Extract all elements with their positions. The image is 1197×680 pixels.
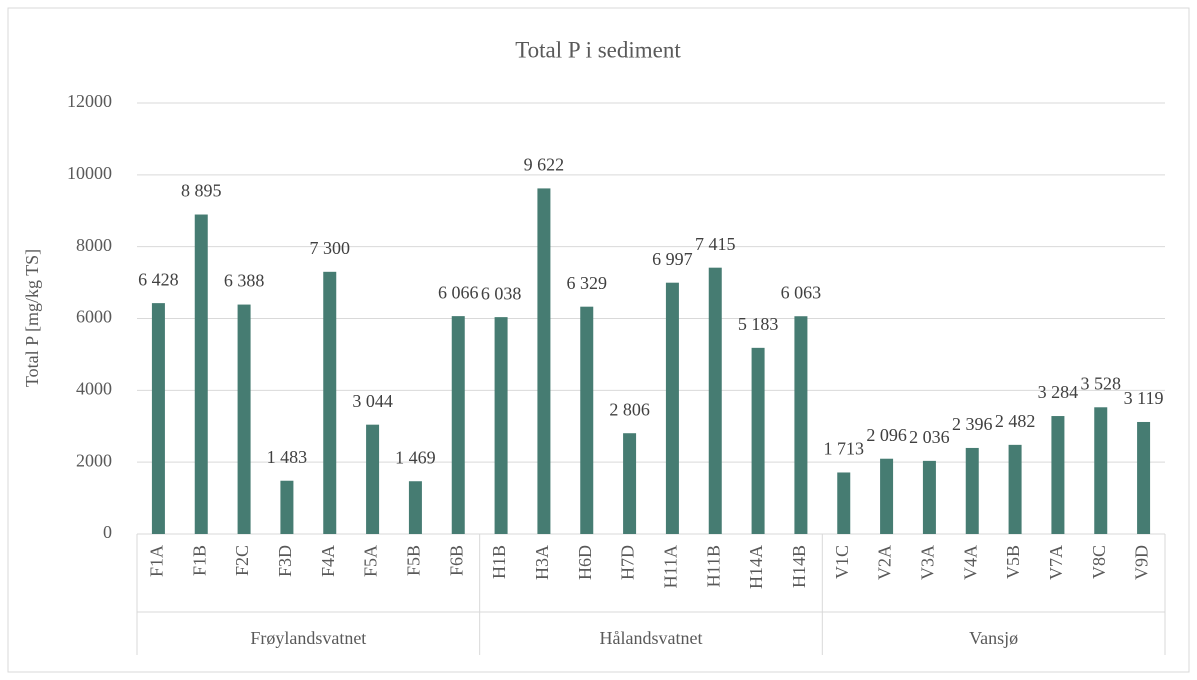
value-label: 2 806 — [609, 399, 650, 419]
x-tick-label: F1A — [147, 545, 167, 577]
bar — [880, 458, 894, 534]
bar — [837, 472, 851, 534]
x-tick-label: V4A — [960, 545, 980, 580]
x-tick-label: V7A — [1046, 545, 1066, 580]
value-label: 3 284 — [1038, 382, 1079, 402]
y-tick-label: 10000 — [67, 163, 112, 183]
bar — [451, 316, 465, 534]
value-label: 6 066 — [438, 282, 479, 302]
bar — [1008, 444, 1022, 534]
value-label: 1 469 — [395, 447, 436, 467]
bar — [1051, 416, 1065, 534]
value-label: 1 713 — [824, 439, 865, 459]
bar — [151, 303, 165, 534]
x-tick-label: H11B — [703, 545, 723, 587]
value-label: 3 044 — [352, 391, 393, 411]
value-label: 3 528 — [1081, 373, 1122, 393]
bar — [1094, 407, 1108, 534]
value-label: 2 482 — [995, 411, 1036, 431]
x-tick-label: V8C — [1089, 545, 1109, 579]
bar — [280, 480, 294, 534]
value-label: 7 300 — [310, 238, 351, 258]
value-label: 9 622 — [524, 155, 565, 175]
bar — [794, 316, 808, 534]
value-label: 2 396 — [952, 414, 993, 434]
x-tick-label: F4A — [318, 545, 338, 577]
x-tick-label: F6B — [446, 545, 466, 576]
value-label: 1 483 — [267, 447, 308, 467]
bar — [408, 481, 422, 534]
x-tick-label: H14B — [789, 545, 809, 588]
bar — [751, 347, 765, 534]
value-label: 6 063 — [781, 282, 822, 302]
bar — [194, 214, 208, 535]
group-label: Vansjø — [969, 628, 1018, 648]
x-tick-label: V9D — [1132, 545, 1152, 580]
group-label: Hålandsvatnet — [600, 628, 703, 648]
bar — [323, 271, 337, 534]
value-label: 6 038 — [481, 283, 522, 303]
value-label: 6 428 — [138, 269, 179, 289]
chart-title: Total P i sediment — [515, 37, 681, 62]
y-tick-label: 12000 — [67, 91, 112, 111]
bar — [537, 188, 551, 534]
value-label: 2 036 — [909, 427, 950, 447]
bar — [623, 433, 637, 534]
bar — [580, 306, 594, 534]
x-tick-label: F1B — [189, 545, 209, 576]
bar — [237, 304, 251, 534]
bar — [965, 447, 979, 534]
value-label: 2 096 — [866, 425, 907, 445]
y-tick-label: 6000 — [76, 307, 112, 327]
group-label: Frøylandsvatnet — [250, 628, 366, 648]
x-tick-label: F5A — [361, 545, 381, 577]
value-label: 8 895 — [181, 181, 222, 201]
value-label: 6 329 — [567, 273, 608, 293]
x-tick-label: H7D — [618, 545, 638, 580]
x-tick-label: H1B — [489, 545, 509, 579]
bar — [708, 267, 722, 534]
x-tick-label: F5B — [404, 545, 424, 576]
y-tick-label: 4000 — [76, 378, 112, 398]
bar — [494, 317, 508, 534]
x-tick-label: H3A — [532, 545, 552, 580]
bar — [665, 282, 679, 534]
x-tick-label: F2C — [232, 545, 252, 576]
y-tick-label: 0 — [103, 522, 112, 542]
y-tick-label: 8000 — [76, 235, 112, 255]
x-tick-label: V3A — [918, 545, 938, 580]
bar — [922, 460, 936, 534]
value-label: 3 119 — [1124, 388, 1164, 408]
x-tick-label: H11A — [661, 545, 681, 588]
x-tick-label: V2A — [875, 545, 895, 580]
value-label: 6 997 — [652, 249, 693, 269]
value-label: 6 388 — [224, 271, 265, 291]
x-tick-label: H14A — [746, 545, 766, 589]
y-tick-label: 2000 — [76, 450, 112, 470]
bar — [1137, 421, 1151, 534]
y-axis-title: Total P [mg/kg TS] — [22, 249, 42, 387]
x-tick-label: V1C — [832, 545, 852, 579]
x-tick-label: V5B — [1003, 545, 1023, 579]
x-tick-label: F3D — [275, 545, 295, 577]
value-label: 7 415 — [695, 234, 736, 254]
value-label: 5 183 — [738, 314, 779, 334]
x-tick-label: H6D — [575, 545, 595, 580]
bar — [366, 424, 380, 534]
